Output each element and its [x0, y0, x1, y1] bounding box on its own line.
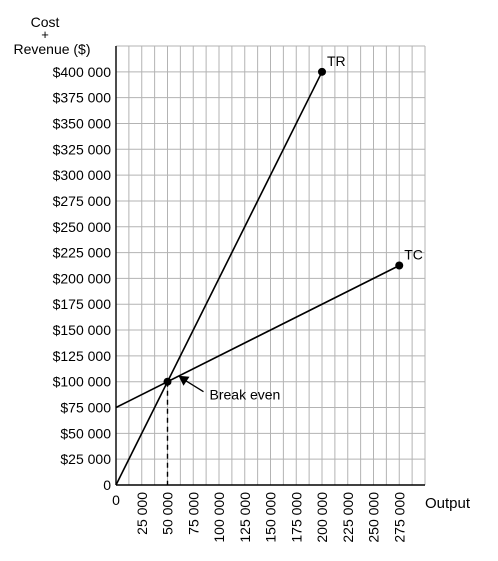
y-axis-title-line: Revenue ($) — [13, 41, 90, 57]
grid — [116, 45, 426, 485]
annotation-arrow-head — [178, 375, 190, 386]
tick-labels: 0 $25 000 $50 000 $75 000 $100 000 $125 000 $1… — [13, 14, 470, 543]
y-axis-title-line: + — [41, 27, 49, 42]
y-tick-label: $200 000 — [53, 270, 112, 286]
y-tick-label: $75 000 — [60, 400, 111, 416]
series-label-tc: TC — [404, 247, 423, 263]
x-tick-label: 250 000 — [366, 492, 382, 543]
endpoint-marker-tr — [318, 67, 326, 76]
series-line-tc — [115, 264, 400, 409]
y-tick-label: $25 000 — [60, 451, 111, 467]
y-tick-label: $175 000 — [53, 296, 112, 312]
x-tick-label: 75 000 — [185, 492, 201, 535]
series-label-tr: TR — [327, 53, 346, 69]
series: TR TC — [115, 53, 423, 486]
y-tick-label: $100 000 — [53, 374, 112, 390]
x-tick-label: 125 000 — [237, 492, 253, 543]
y-tick-label: $50 000 — [60, 425, 111, 441]
y-tick-label: $250 000 — [53, 219, 112, 235]
annotation-label: Break even — [210, 387, 281, 403]
y-tick-label: $225 000 — [53, 245, 112, 261]
x-tick-label: 150 000 — [263, 492, 279, 543]
y-tick-label: $300 000 — [53, 167, 112, 183]
x-tick-label: 100 000 — [211, 492, 227, 543]
x-axis-title: Output — [425, 495, 471, 512]
y-tick-label: $350 000 — [53, 115, 112, 131]
annotations: Break even — [163, 375, 281, 485]
x-tick-label: 175 000 — [288, 492, 304, 543]
y-tick-label: $150 000 — [53, 322, 112, 338]
x-tick-label: 0 — [112, 492, 120, 508]
series-line-tr — [115, 71, 323, 486]
y-tick-label: $325 000 — [53, 141, 112, 157]
endpoint-marker-tc — [395, 261, 404, 270]
y-tick-label: $400 000 — [53, 64, 112, 80]
x-tick-label: 225 000 — [340, 492, 356, 543]
x-tick-label: 25 000 — [134, 492, 150, 535]
y-tick-label: $125 000 — [53, 348, 112, 364]
y-tick-label: 0 — [103, 477, 111, 493]
x-tick-label: 50 000 — [160, 492, 176, 535]
x-tick-label: 275 000 — [391, 492, 407, 543]
y-tick-label: $375 000 — [53, 90, 112, 106]
y-tick-label: $275 000 — [53, 193, 112, 209]
x-tick-label: 200 000 — [314, 492, 330, 543]
y-axis-title-line: Cost — [31, 14, 60, 30]
